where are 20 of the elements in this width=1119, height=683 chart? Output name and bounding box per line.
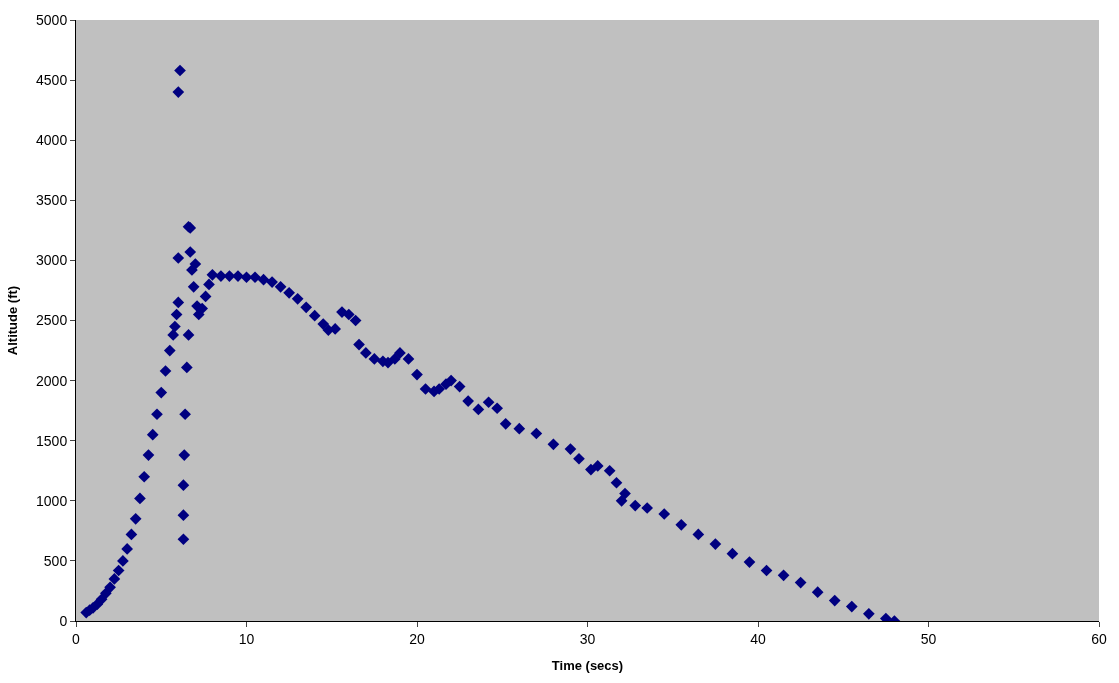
x-axis-title: Time (secs) (551, 658, 624, 674)
x-tick-label: 60 (1091, 630, 1107, 647)
y-tick-label: 0 (59, 612, 68, 629)
x-tick-label: 40 (750, 630, 766, 647)
y-tick-label: 3000 (36, 252, 68, 269)
x-tick-label: 10 (238, 630, 255, 647)
x-tick-label: 30 (579, 630, 596, 647)
y-tick-label: 2500 (36, 312, 68, 329)
x-tick-label: 0 (72, 630, 81, 647)
y-tick-label: 4500 (36, 72, 68, 88)
y-tick-label: 500 (43, 552, 68, 569)
y-tick-label: 1500 (36, 432, 68, 449)
x-tick-label: 20 (409, 630, 425, 647)
y-axis-title: Altitude (ft) (4, 285, 20, 356)
y-tick-label: 1000 (36, 492, 68, 509)
y-tick-label: 3500 (36, 192, 68, 209)
y-tick-label: 5000 (36, 11, 68, 28)
y-tick-label: 4000 (36, 132, 68, 149)
y-tick-label: 2000 (36, 372, 68, 389)
x-tick-label: 50 (920, 630, 937, 647)
